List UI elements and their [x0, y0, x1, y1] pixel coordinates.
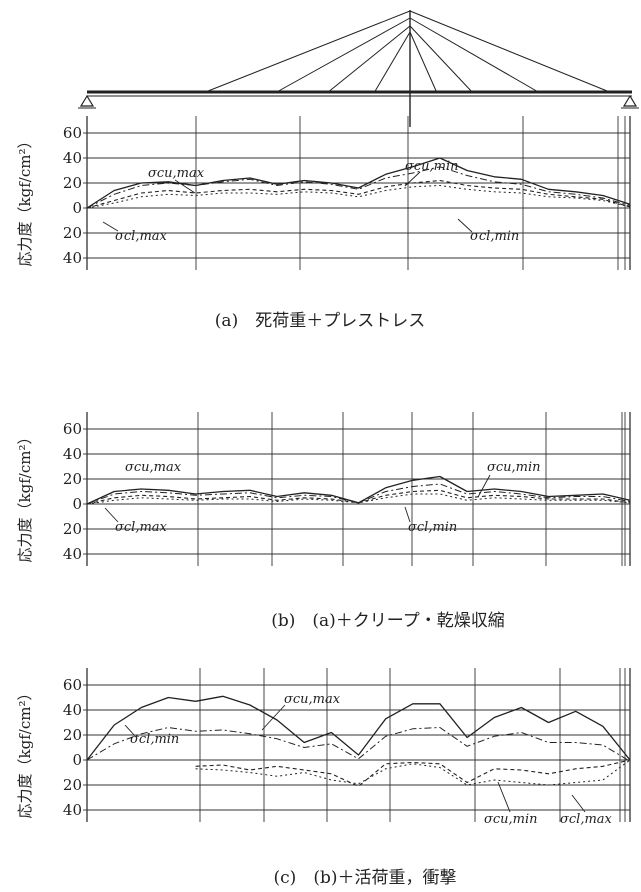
bridge-cable: [409, 17, 541, 94]
leader-line: [104, 507, 119, 523]
bridge-cable: [409, 31, 438, 94]
annotation-label: σcl,max: [560, 812, 613, 827]
y-tick-label: 40: [63, 545, 82, 563]
series-line-2: [86, 727, 631, 762]
chart-series: [86, 695, 631, 787]
y-tick-label: 40: [63, 445, 82, 463]
leader-line: [571, 794, 586, 813]
annotation-label: σcu,max: [284, 692, 341, 707]
leader-line: [457, 218, 473, 233]
annotation-label: σcl,min: [470, 229, 519, 244]
y-tick-label: 0: [72, 751, 82, 769]
series-line-3: [86, 179, 631, 209]
y-tick-label: 20: [63, 520, 82, 538]
leader-line: [124, 724, 136, 737]
y-tick-label: 40: [63, 801, 82, 819]
chart-grid: [83, 668, 631, 822]
series-line-4: [195, 759, 631, 786]
chart-grid: [83, 412, 631, 566]
series-line-4: [86, 185, 631, 209]
leader-line: [102, 221, 119, 232]
chart-series: [86, 475, 631, 505]
y-tick-label: 40: [63, 701, 82, 719]
leader-line: [174, 179, 196, 194]
y-tick-label: 60: [63, 676, 82, 694]
y-tick-label: 60: [63, 420, 82, 438]
chart-panel-b: 60 40 20 0 20 40 応力度（kgf/cm²） σcu,max σc…: [16, 412, 631, 631]
leader-line: [261, 704, 286, 731]
chart-panel-a: 60 40 20 0 20 40 応力度（kgf/cm²） σcu,max σc…: [16, 116, 631, 331]
panel-caption: (c) (b)＋活荷重，衝撃: [274, 868, 457, 888]
bridge-schematic: [78, 10, 639, 127]
bridge-cable: [409, 25, 474, 94]
y-axis-label: 応力度（kgf/cm²）: [16, 686, 34, 819]
y-tick-label: 40: [63, 249, 82, 267]
leader-line: [404, 506, 411, 523]
y-axis-label: 応力度（kgf/cm²）: [16, 134, 34, 267]
chart-panel-c: 60 40 20 0 20 40 応力度（kgf/cm²） σcu,max σc…: [16, 668, 631, 888]
bridge-cable: [373, 31, 411, 94]
bridge-cable: [326, 25, 411, 94]
y-tick-label: 20: [63, 726, 82, 744]
y-tick-label: 0: [72, 199, 82, 217]
annotation-label: σcu,max: [148, 166, 205, 181]
y-axis-label: 応力度（kgf/cm²）: [16, 430, 34, 563]
series-line-1: [86, 475, 631, 505]
series-line-3: [195, 759, 631, 787]
panel-caption: (b) (a)＋クリープ・乾燥収縮: [271, 611, 505, 631]
chart-grid: [83, 116, 631, 270]
leader-line: [477, 474, 491, 498]
right-support: [622, 94, 638, 107]
y-tick-label: 20: [63, 776, 82, 794]
series-line-4: [86, 493, 631, 505]
bridge-cable: [202, 10, 411, 94]
series-line-1: [86, 695, 631, 761]
chart-series: [86, 157, 631, 209]
bridge-cable: [274, 17, 411, 94]
y-tick-label: 60: [63, 124, 82, 142]
annotation-label: σcl,max: [115, 520, 168, 535]
panel-caption: (a) 死荷重＋プレストレス: [215, 311, 425, 331]
series-line-3: [86, 489, 631, 505]
leader-line: [497, 781, 511, 813]
annotation-label: σcu,min: [484, 812, 538, 827]
annotation-label: σcu,min: [405, 159, 459, 174]
y-tick-label: 20: [63, 224, 82, 242]
series-line-2: [86, 483, 631, 505]
annotation-label: σcl,max: [115, 229, 168, 244]
y-tick-label: 40: [63, 149, 82, 167]
series-line-2: [86, 166, 631, 209]
annotation-label: σcu,max: [125, 460, 182, 475]
left-support: [79, 94, 95, 107]
leader-line: [404, 171, 421, 187]
bridge-cable: [409, 10, 613, 94]
annotation-label: σcu,min: [487, 460, 541, 475]
y-tick-label: 0: [72, 495, 82, 513]
annotation-label: σcl,min: [130, 732, 179, 747]
annotation-label: σcl,min: [408, 520, 457, 535]
y-tick-label: 20: [63, 174, 82, 192]
series-line-1: [86, 157, 631, 209]
y-tick-label: 20: [63, 470, 82, 488]
